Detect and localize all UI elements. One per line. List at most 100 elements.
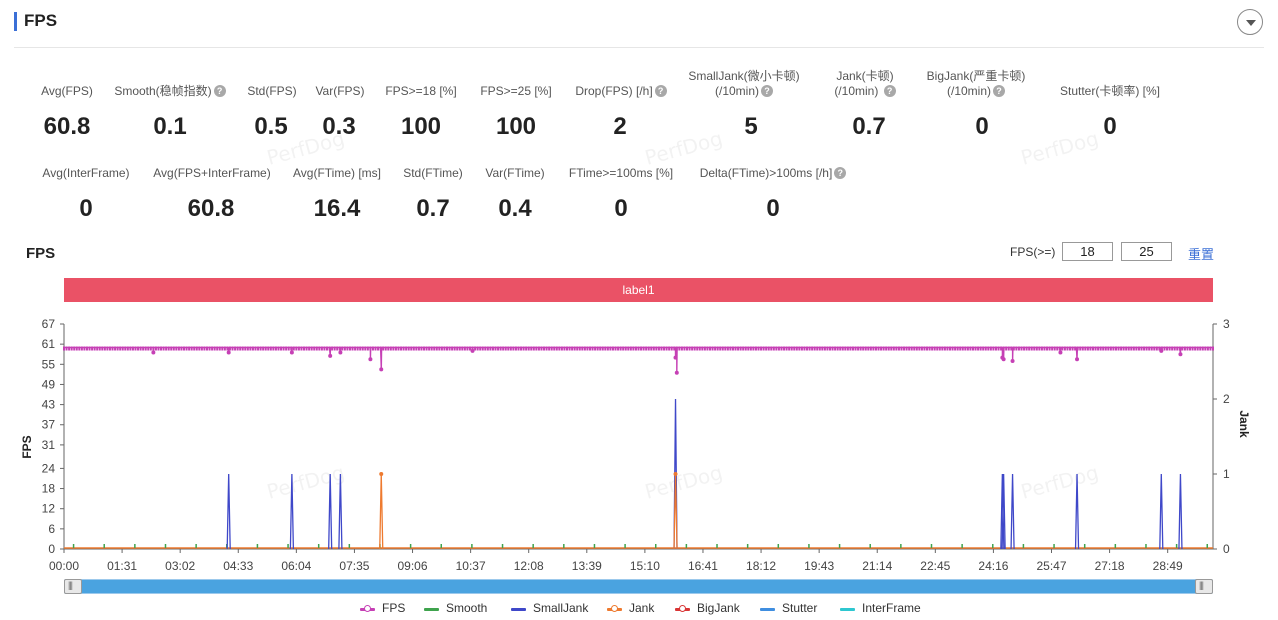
x-tick-label: 18:12 [746, 559, 776, 573]
smalljank-spike [1074, 473, 1080, 550]
fps-point [1040, 346, 1043, 351]
zoom-slider-handle-right[interactable] [1195, 579, 1213, 594]
fps-point [923, 346, 926, 351]
fps-point [640, 346, 643, 351]
chevron-down-icon[interactable] [1237, 9, 1263, 35]
fps-point [249, 346, 252, 351]
fps-point [63, 346, 65, 351]
fps-point [892, 346, 895, 351]
y-axis-title: FPS [20, 435, 34, 458]
fps-point [313, 346, 316, 351]
fps-point [882, 346, 885, 351]
y-tick-label: 18 [42, 482, 56, 496]
fps-point [83, 346, 86, 351]
fps-point [1112, 346, 1115, 351]
help-icon[interactable]: ? [993, 85, 1005, 97]
fps-point [282, 346, 285, 351]
help-icon[interactable]: ? [654, 85, 667, 97]
fps-point [198, 346, 201, 351]
fps-point [915, 346, 918, 351]
threshold-high-input[interactable] [1121, 242, 1172, 261]
fps-point [1201, 346, 1204, 351]
fps-point [1076, 346, 1079, 351]
fps-point [841, 346, 844, 351]
fps-point [1028, 346, 1031, 351]
fps-point [394, 346, 397, 351]
metric-label: Drop(FPS) [/h] [575, 84, 653, 98]
fps-point [425, 346, 428, 351]
metric-value: 60.8 [43, 113, 91, 140]
fps-point [359, 346, 362, 351]
fps-point [785, 346, 788, 351]
fps-point [356, 346, 359, 351]
metric-value: 100 [495, 113, 537, 140]
fps-point [813, 346, 816, 351]
fps-point [369, 346, 372, 351]
help-icon[interactable]: ? [834, 167, 847, 179]
x-tick-label: 15:10 [630, 559, 660, 573]
fps-point [200, 346, 203, 351]
fps-point [96, 346, 99, 351]
fps-point [869, 346, 872, 351]
fps-point [134, 346, 137, 351]
fps-point [762, 346, 765, 351]
fps-point [767, 346, 770, 351]
chart-legend: FPS Smooth SmallJank Jank BigJank Stutte… [0, 601, 1278, 617]
fps-point [788, 346, 791, 351]
fps-point [910, 346, 913, 351]
threshold-low-input[interactable] [1062, 242, 1113, 261]
fps-point [213, 346, 216, 351]
fps-point [1109, 346, 1112, 351]
fps-point [1186, 346, 1189, 351]
metric-stutter: Stutter(卡顿率) [%] [1052, 84, 1168, 99]
fps-point [571, 346, 574, 351]
fps-point [783, 346, 786, 351]
fps-point [121, 346, 124, 351]
zoom-slider-handle-left[interactable] [64, 579, 82, 594]
metric-std-fps: Std(FPS) [240, 84, 304, 99]
fps-point [583, 346, 586, 351]
legend-label: Smooth [446, 601, 488, 615]
fps-point [1135, 346, 1138, 351]
jank-point [673, 472, 678, 476]
fps-point [129, 346, 132, 351]
x-tick-label: 16:41 [688, 559, 718, 573]
fps-point [946, 346, 949, 351]
fps-point [231, 346, 234, 351]
fps-point [338, 346, 341, 351]
fps-point [165, 346, 168, 351]
fps-point [1107, 346, 1110, 351]
fps-point [1104, 346, 1107, 351]
fps-point [1153, 346, 1156, 351]
help-icon[interactable]: ? [213, 85, 226, 97]
fps-point [1173, 346, 1176, 351]
fps-point [688, 346, 691, 351]
fps-point [325, 346, 328, 351]
fps-point [1143, 346, 1146, 351]
fps-point [550, 346, 553, 351]
fps-point [456, 346, 459, 351]
fps-point [959, 346, 962, 351]
fps-point [1183, 346, 1186, 351]
zoom-slider-track[interactable] [64, 579, 1213, 594]
help-icon[interactable]: ? [883, 85, 896, 97]
fps-point [407, 346, 410, 351]
metric-var-fps: Var(FPS) [308, 84, 372, 99]
fps-point [468, 346, 471, 351]
metric-label: Std(FPS) [247, 84, 297, 98]
fps-point [821, 346, 824, 351]
fps-point [895, 346, 898, 351]
fps-point [854, 346, 857, 351]
fps-point [1132, 346, 1135, 351]
label-band[interactable]: label1 [64, 278, 1213, 302]
fps-point [1079, 346, 1082, 351]
metric-smooth: Smooth(稳帧指数)? [110, 84, 230, 99]
reset-button[interactable]: 重置 [1188, 247, 1215, 262]
fps-point [177, 346, 180, 351]
help-icon[interactable]: ? [761, 85, 773, 97]
fps-point [400, 346, 403, 351]
fps-point [1025, 346, 1028, 351]
fps-point [949, 346, 952, 351]
fps-point [397, 346, 400, 351]
fps-point [982, 346, 985, 351]
